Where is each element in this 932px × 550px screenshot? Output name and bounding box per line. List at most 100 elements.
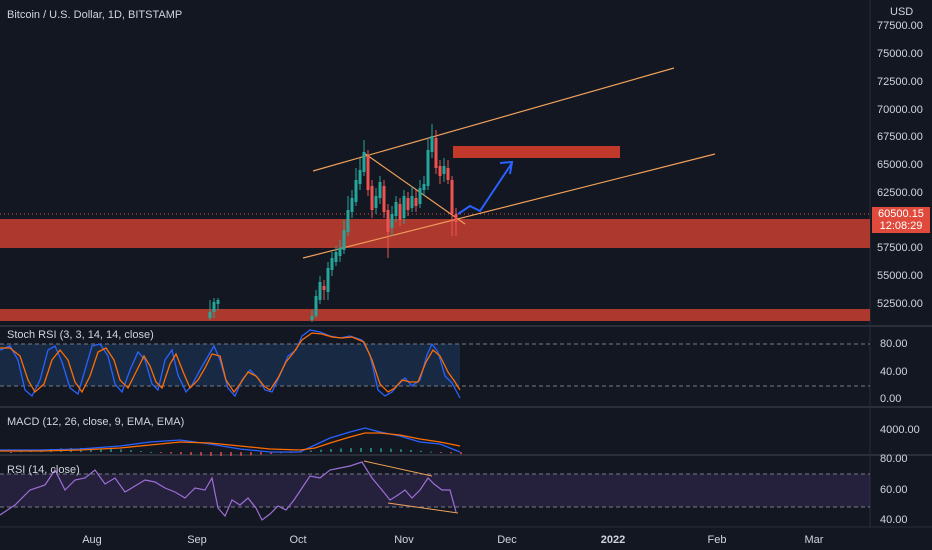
projection-arrow[interactable]: [457, 162, 513, 215]
candle-body: [438, 166, 442, 176]
candle-body: [334, 252, 338, 262]
candle-body: [358, 170, 362, 184]
candle-body: [390, 214, 394, 228]
macd-bar: [310, 450, 312, 452]
macd-bar: [330, 449, 332, 452]
macd-bar: [110, 448, 112, 452]
candle-body: [326, 268, 330, 292]
price-tick: 67500.00: [877, 131, 923, 143]
stoch-rsi-title[interactable]: Stoch RSI (3, 3, 14, 14, close): [7, 329, 154, 341]
candle-body: [410, 196, 414, 208]
candle-body: [370, 186, 374, 210]
date-label: Sep: [187, 534, 207, 546]
rsi-divergence-bottom[interactable]: [387, 502, 459, 514]
channel-lower-line[interactable]: [302, 153, 716, 259]
current-price-tag: 60500.15 12:08:29: [872, 207, 930, 233]
stoch-tick: 0.00: [880, 393, 902, 405]
price-tick: 55000.00: [877, 270, 923, 282]
macd-bar: [170, 452, 172, 454]
macd-bar: [270, 452, 272, 454]
candle-body: [314, 296, 318, 316]
candle-body: [378, 182, 382, 198]
macd-bar: [10, 452, 12, 453]
macd-bar: [150, 451, 152, 453]
candle-body: [430, 136, 434, 152]
candle-body: [402, 196, 406, 218]
stoch-tick: 40.00: [880, 366, 908, 378]
candle-body: [342, 230, 346, 250]
candle-body: [216, 300, 220, 304]
date-label: Mar: [804, 534, 824, 546]
macd-bar: [120, 449, 122, 452]
macd-bar: [200, 452, 202, 456]
candlestick-series[interactable]: [208, 124, 458, 322]
date-label: Feb: [707, 534, 727, 546]
date-label: Nov: [394, 534, 414, 546]
currency-label[interactable]: USD: [890, 6, 914, 18]
candle-body: [442, 166, 446, 174]
time-axis[interactable]: Aug Sep Oct Nov Dec 2022 Feb Mar: [0, 527, 870, 550]
support-zone-lower[interactable]: [0, 309, 870, 321]
candle-body: [362, 152, 366, 172]
macd-bar: [140, 450, 142, 452]
rsi-divergence-top[interactable]: [363, 460, 433, 477]
macd-bar: [450, 452, 452, 454]
price-tick: 72500.00: [877, 76, 923, 88]
wedge-line[interactable]: [363, 152, 466, 225]
macd-bar: [410, 449, 412, 452]
macd-bar: [220, 452, 222, 456]
price-tick: 62500.00: [877, 187, 923, 199]
candle-body: [322, 286, 326, 290]
candle-body: [208, 312, 212, 318]
macd-bar: [100, 448, 102, 452]
candle-body: [350, 198, 354, 212]
current-price-value: 60500.15: [878, 208, 924, 220]
macd-tick: 4000.00: [880, 424, 920, 436]
macd-bar: [190, 452, 192, 456]
macd-bar: [420, 450, 422, 452]
date-label: 2022: [600, 534, 626, 546]
macd-bar: [240, 452, 242, 456]
candle-body: [354, 180, 358, 202]
symbol-title[interactable]: Bitcoin / U.S. Dollar, 1D, BITSTAMP: [7, 9, 183, 21]
candle-body: [418, 188, 422, 204]
candle-body: [382, 186, 386, 212]
support-zone-upper[interactable]: [0, 219, 870, 248]
macd-bar: [130, 450, 132, 452]
macd-line: [0, 427, 461, 453]
candle-body: [426, 150, 430, 186]
candle-body: [338, 248, 342, 256]
candle-body: [434, 138, 438, 168]
macd-bar: [160, 452, 162, 453]
macd-bar: [320, 449, 322, 452]
candle-body: [446, 168, 450, 180]
rsi-tick: 60.00: [880, 484, 908, 496]
rsi-line: [0, 461, 457, 521]
macd-bar: [340, 448, 342, 452]
price-tick: 57500.00: [877, 242, 923, 254]
macd-bar: [230, 452, 232, 456]
macd-title[interactable]: MACD (12, 26, close, 9, EMA, EMA): [7, 416, 185, 428]
candle-body: [318, 282, 322, 300]
macd-bar: [210, 452, 212, 456]
rsi-title[interactable]: RSI (14, close): [7, 464, 80, 476]
target-zone[interactable]: [453, 146, 620, 158]
candle-body: [366, 156, 370, 190]
candle-body: [422, 184, 426, 190]
channel-upper-line[interactable]: [312, 67, 675, 172]
macd-bar: [260, 452, 262, 455]
candle-body: [450, 180, 454, 214]
candle-body: [212, 302, 216, 312]
candle-body: [414, 198, 418, 206]
arrow-head: [499, 160, 514, 175]
macd-signal-line: [0, 432, 461, 452]
macd-bar: [460, 452, 462, 455]
rsi-tick: 80.00: [880, 453, 908, 465]
rsi-band: [0, 474, 870, 507]
bar-countdown: 12:08:29: [879, 220, 923, 232]
stoch-band: [0, 344, 460, 386]
candle-body: [398, 204, 402, 220]
date-label: Oct: [289, 534, 307, 546]
price-tick: 77500.00: [877, 20, 923, 32]
